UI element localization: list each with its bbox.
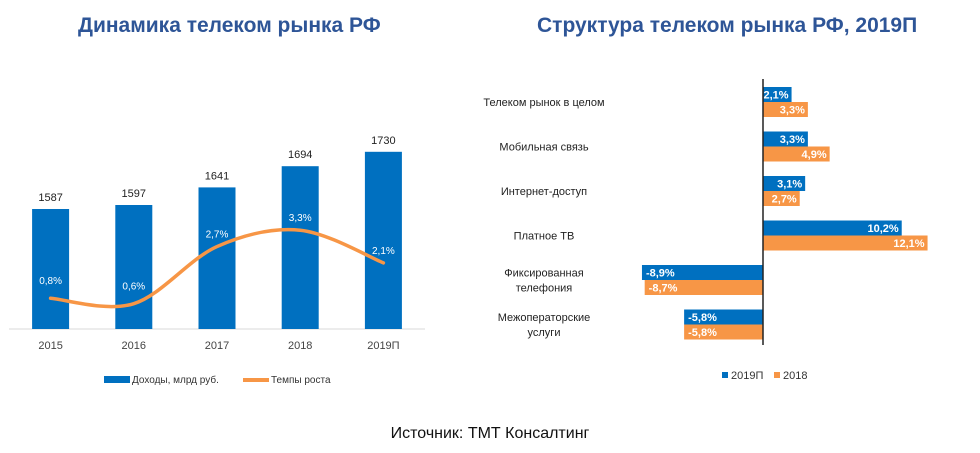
revenue-bar [115,205,153,329]
bar-value-label: 1694 [288,149,312,161]
bar-value-label: 3,3% [780,105,805,117]
legend-swatch-2019p [722,372,728,378]
revenue-bar [281,166,319,329]
bar-value-label: -8,9% [646,268,675,280]
category-label: Телеком рынок в целом [483,97,604,109]
bar-2018 [763,235,928,251]
growth-value-label: 0,8% [39,276,62,287]
bar-2018 [763,102,808,117]
bar-value-label: 1597 [122,188,146,200]
bar-2019p [763,87,792,102]
x-tick-label: 2019П [367,340,399,352]
x-tick-label: 2018 [288,340,312,352]
bar-2018 [644,280,763,295]
revenue-bar [198,187,236,329]
bar-2019p [641,265,763,280]
bar-value-label: 10,2% [868,223,899,235]
revenue-bar [364,151,402,329]
legend-label-growth: Темпы роста [271,375,331,386]
growth-value-label: 2,7% [206,230,229,241]
category-label: Мобильная связь [499,142,588,154]
bar-value-label: 1730 [371,135,395,147]
source-note: Источник: ТМТ Консалтинг [390,425,590,442]
bar-value-label: 1641 [205,170,229,182]
bar-value-label: 2,1% [763,90,788,102]
category-label: Фиксированная [504,268,583,280]
growth-value-label: 3,3% [289,213,312,224]
category-label: Интернет-доступ [501,186,587,198]
bar-value-label: 3,1% [777,179,802,191]
category-label: услуги [528,327,561,339]
x-tick-label: 2015 [38,340,62,352]
bar-value-label: -5,8% [688,327,717,339]
legend-label-revenue: Доходы, млрд руб. [132,374,219,386]
category-label: Платное ТВ [514,231,575,243]
x-tick-label: 2017 [205,340,229,352]
legend-swatch-revenue [104,376,130,383]
bar-2018 [684,324,763,340]
bar-value-label: -8,7% [649,283,678,295]
bar-2019p [763,131,808,147]
bar-2018 [763,146,830,162]
x-tick-label: 2016 [122,340,146,352]
growth-rate-line [48,227,386,309]
legend-swatch-2018 [774,372,780,378]
growth-value-label: 0,6% [122,282,145,293]
bar-value-label: -5,8% [688,312,717,324]
bar-value-label: 3,3% [780,134,805,146]
bar-value-label: 1587 [38,192,62,204]
growth-value-label: 2,1% [372,246,395,257]
revenue-bar [32,209,70,329]
bar-value-label: 4,9% [802,149,827,161]
bar-value-label: 12,1% [893,238,924,250]
legend-swatch-growth [243,378,269,382]
bar-value-label: 2,7% [772,194,797,206]
bar-2019p [684,309,763,325]
category-label: Межоператорские [498,312,591,324]
legend-label-2018: 2018 [783,370,807,382]
bar-2018 [763,191,800,206]
bar-2019p [763,220,902,236]
bar-2019p [763,176,806,191]
left-chart-title: Динамика телеком рынка РФ [78,14,381,37]
right-chart-title: Структура телеком рынка РФ, 2019П [537,14,918,37]
category-label: телефония [516,283,573,295]
legend-label-2019p: 2019П [731,370,763,382]
